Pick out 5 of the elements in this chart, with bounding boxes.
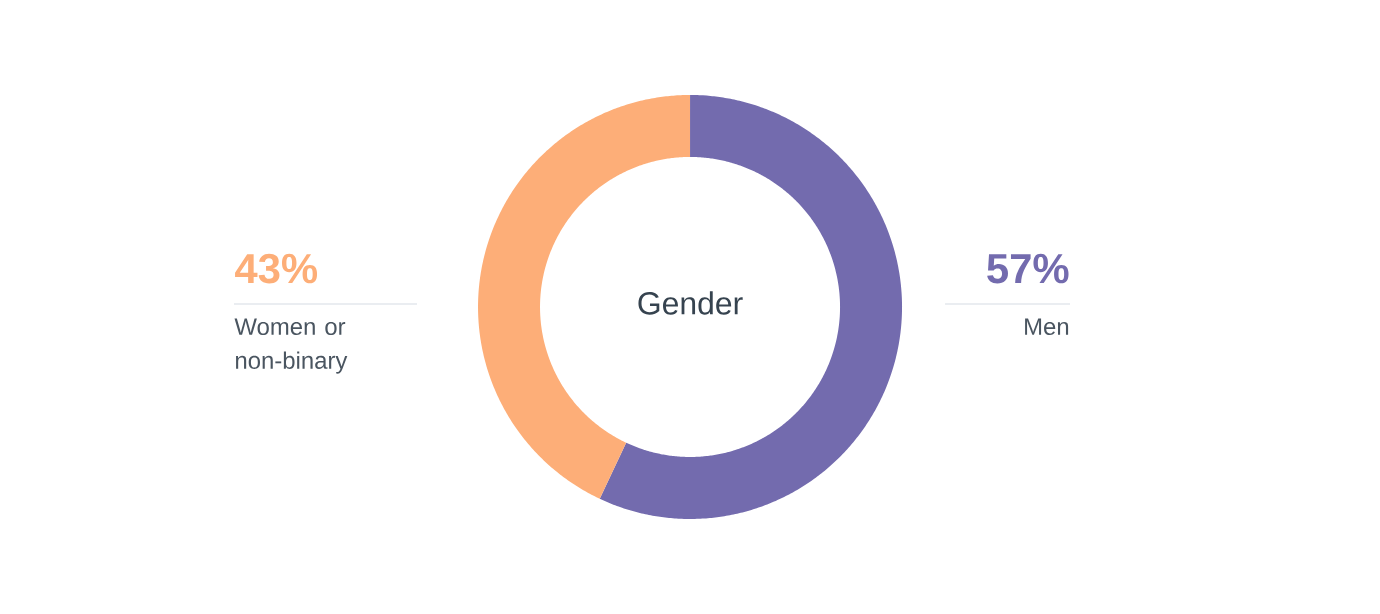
slice-label: Men	[1025, 318, 1069, 336]
text: Gender	[638, 291, 743, 315]
data-label: 57%	[987, 253, 1069, 284]
slice-label: Women or non-binary	[234, 318, 348, 374]
data-label: 43%	[235, 253, 318, 284]
